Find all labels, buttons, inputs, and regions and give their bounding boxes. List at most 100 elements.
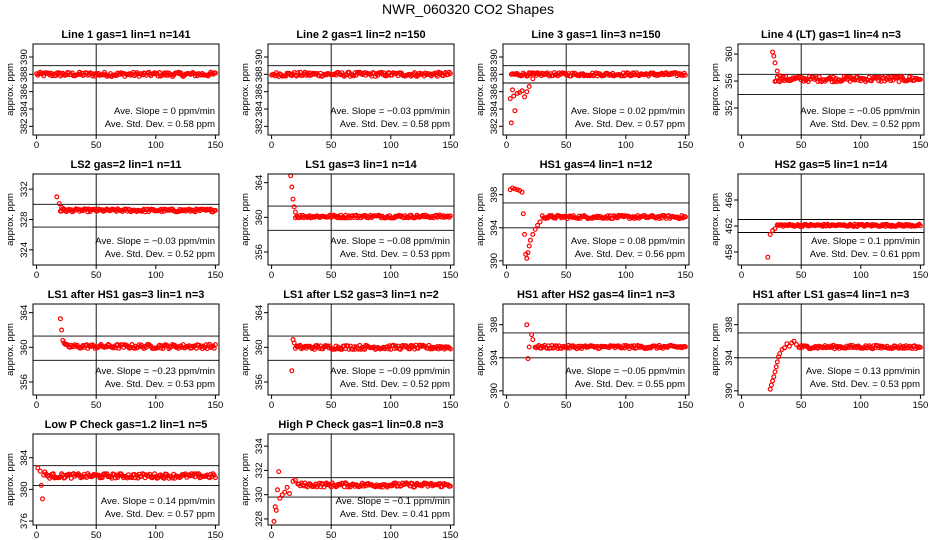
y-axis-label: approx. ppm: [5, 193, 16, 246]
y-axis-label: approx. ppm: [5, 453, 16, 506]
data-point: [447, 483, 453, 489]
panel-title: Low P Check gas=1.2 lin=1 n=5: [45, 419, 208, 431]
data-point: [350, 346, 356, 352]
slope-annotation: Ave. Slope = −0.03 ppm/min: [330, 106, 450, 117]
data-point: [54, 194, 60, 200]
data-point: [514, 187, 520, 193]
panel-9: LS1 after HS1 gas=3 lin=1 n=3 0 50 100 150 35…: [5, 289, 223, 411]
data-point: [525, 356, 531, 362]
stddev-annotation: Ave. Std. Dev. = 0.52 ppm: [105, 249, 215, 260]
stddev-annotation: Ave. Std. Dev. = 0.53 ppm: [340, 249, 450, 260]
x-tick-label: 0: [34, 140, 39, 151]
x-tick-label: 100: [383, 270, 399, 281]
data-point: [771, 53, 777, 59]
data-point: [682, 344, 688, 350]
data-point: [520, 211, 526, 217]
data-point: [770, 378, 776, 384]
slope-annotation: Ave. Slope = 0.08 ppm/min: [571, 236, 685, 247]
data-point: [521, 94, 527, 100]
y-axis-label: approx. ppm: [5, 63, 16, 116]
x-tick-label: 100: [853, 270, 869, 281]
x-tick-label: 100: [383, 400, 399, 411]
panel-8: HS2 gas=5 lin=1 n=14 0 50 100 150 458 462 466ap…: [710, 159, 928, 281]
data-points: [288, 173, 453, 221]
data-point: [434, 73, 440, 79]
y-tick-label: 390: [724, 383, 735, 399]
data-points: [765, 221, 923, 260]
plot-frame: [737, 43, 925, 136]
data-points: [507, 185, 688, 261]
data-point: [529, 332, 535, 338]
panel-6: LS1 gas=3 lin=1 n=14 0 50 100 150 356 360 364ap…: [240, 159, 458, 281]
y-tick-label: 324: [19, 242, 30, 258]
x-tick-label: 0: [34, 530, 39, 540]
data-point: [88, 70, 94, 76]
y-tick-label: 364: [254, 305, 265, 321]
x-tick-label: 50: [326, 400, 337, 411]
data-point: [524, 322, 530, 328]
panel-title: LS1 after HS1 gas=3 lin=1 n=3: [48, 289, 205, 301]
plot-frame: [32, 433, 220, 526]
data-point: [526, 83, 532, 89]
data-point: [574, 346, 580, 352]
data-point: [447, 213, 453, 219]
x-tick-label: 50: [91, 140, 102, 151]
data-point: [768, 382, 774, 388]
y-tick-label: 390: [19, 49, 30, 65]
data-point: [212, 207, 218, 213]
data-points: [57, 316, 218, 352]
y-tick-label: 332: [254, 462, 265, 478]
y-tick-label: 384: [19, 101, 30, 117]
data-point: [276, 469, 282, 475]
slope-annotation: Ave. Slope = −0.03 ppm/min: [95, 236, 215, 247]
data-point: [35, 465, 41, 471]
slope-annotation: Ave. Slope = −0.05 ppm/min: [800, 106, 920, 117]
panel-title: HS1 after HS2 gas=4 lin=1 n=3: [517, 289, 675, 301]
data-point: [525, 250, 531, 256]
data-point: [917, 223, 923, 229]
data-point: [532, 226, 538, 232]
data-point: [212, 70, 218, 76]
x-tick-label: 100: [618, 140, 634, 151]
x-tick-label: 0: [269, 270, 274, 281]
x-tick-label: 50: [91, 530, 102, 540]
data-point: [843, 74, 849, 80]
panel-7: HS1 gas=4 lin=1 n=12 0 50 100 150 390 394 398ap…: [475, 159, 693, 281]
y-tick-label: 380: [19, 481, 30, 497]
x-tick-label: 0: [269, 530, 274, 540]
x-tick-label: 100: [383, 530, 399, 540]
y-tick-label: 466: [724, 192, 735, 208]
data-point: [774, 359, 780, 365]
y-tick-label: 356: [724, 73, 735, 89]
x-tick-label: 150: [677, 270, 693, 281]
data-point: [527, 237, 533, 243]
data-point: [507, 96, 513, 102]
data-point: [161, 475, 167, 481]
data-point: [287, 491, 293, 497]
stddev-annotation: Ave. Std. Dev. = 0.61 ppm: [810, 249, 920, 260]
y-tick-label: 398: [724, 317, 735, 333]
panel-title: LS1 after LS2 gas=3 lin=1 n=2: [283, 289, 439, 301]
data-point: [781, 345, 787, 351]
data-point: [816, 74, 822, 80]
slope-annotation: Ave. Slope = 0.1 ppm/min: [811, 236, 920, 247]
y-tick-label: 356: [19, 374, 30, 390]
plot-frame: [267, 43, 455, 136]
stddev-annotation: Ave. Std. Dev. = 0.52 ppm: [810, 119, 920, 130]
plot-frame: [267, 433, 455, 526]
data-point: [791, 338, 797, 344]
panel-title: HS1 gas=4 lin=1 n=12: [540, 159, 653, 171]
x-tick-label: 100: [618, 270, 634, 281]
data-points: [770, 49, 923, 85]
stddev-annotation: Ave. Std. Dev. = 0.52 ppm: [340, 379, 450, 390]
data-point: [160, 346, 166, 352]
y-axis-label: approx. ppm: [475, 193, 486, 246]
data-point: [521, 231, 527, 237]
x-tick-label: 150: [207, 140, 223, 151]
y-tick-label: 462: [724, 218, 735, 234]
y-tick-label: 386: [254, 84, 265, 100]
data-point: [767, 232, 773, 238]
